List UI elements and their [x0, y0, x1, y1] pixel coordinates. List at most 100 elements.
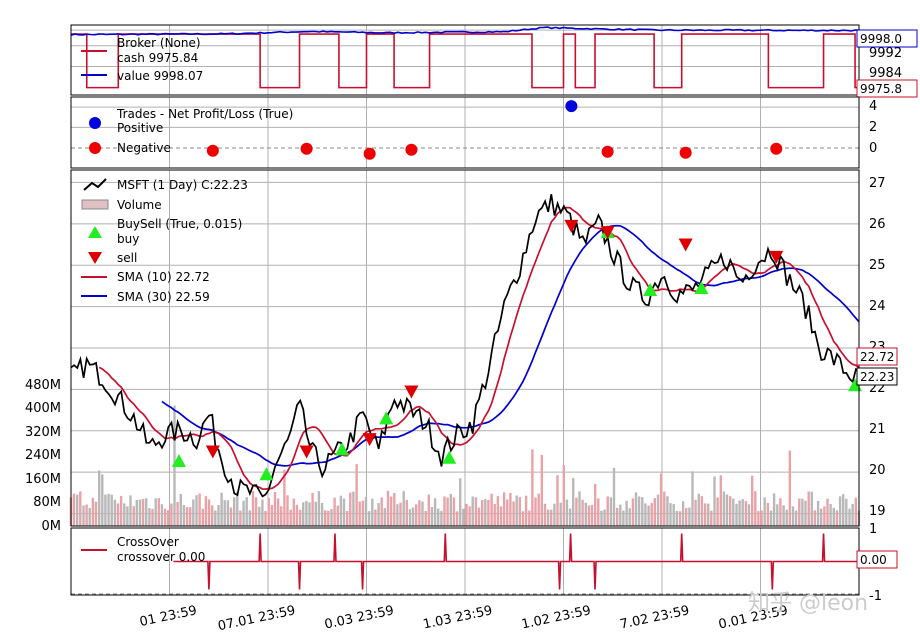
x-tick-label: 07.01 23:59	[217, 603, 297, 634]
broker-value-tag-text: 9998.0	[860, 32, 902, 46]
volume-bar	[528, 510, 531, 526]
legend-buysell: BuySell (True, 0.015)	[117, 217, 242, 231]
legend-volume: Volume	[117, 198, 162, 212]
legend-sma30: SMA (30) 22.59	[117, 290, 210, 304]
volume-bar	[757, 511, 760, 526]
volume-bar	[700, 496, 704, 526]
volume-bar	[769, 510, 773, 526]
price-tick-24: 24	[869, 299, 886, 314]
legend-buy: buy	[117, 232, 139, 246]
volume-bar	[637, 496, 641, 526]
volume-bar	[465, 503, 468, 526]
volume-bar	[606, 496, 609, 526]
volume-bar	[471, 496, 474, 526]
volume-bar	[418, 500, 421, 526]
volume-bar	[261, 499, 264, 526]
volume-bar	[810, 491, 813, 526]
sma10-tag-text: 22.72	[860, 350, 894, 364]
volume-bar	[697, 493, 700, 526]
volume-bar	[408, 509, 412, 526]
legend-msft: MSFT (1 Day) C:22.23	[117, 178, 248, 192]
trade-positive-point	[565, 100, 578, 113]
x-tick-label: 0.03 23:59	[323, 603, 395, 632]
volume-bar	[223, 500, 226, 526]
buy-marker	[171, 454, 186, 468]
volume-bar	[546, 509, 550, 526]
volume-bar	[820, 508, 823, 526]
volume-bar	[214, 510, 217, 526]
broker-cash-tag-text: 9975.8	[860, 82, 902, 96]
volume-bar	[616, 507, 619, 526]
legend-sma10: SMA (10) 22.72	[117, 270, 210, 284]
volume-bar	[816, 501, 820, 526]
volume-bar	[85, 504, 88, 526]
volume-bar	[163, 508, 167, 526]
volume-bar	[590, 505, 594, 526]
legend-crossover: CrossOver	[117, 535, 179, 549]
volume-bar	[104, 494, 107, 526]
volume-bar	[129, 495, 132, 526]
volume-bar	[79, 491, 82, 526]
volume-bar	[88, 508, 91, 526]
volume-bar	[823, 506, 826, 526]
broker-tick-1: 9992	[869, 46, 902, 61]
volume-bar	[741, 499, 744, 526]
volume-bar	[72, 493, 76, 526]
volume-bar	[625, 500, 628, 526]
broker-value-line	[70, 26, 860, 36]
volume-bar	[515, 495, 518, 526]
volume-bar	[233, 497, 236, 526]
legend-cash: cash 9975.84	[117, 51, 198, 65]
volume-bar	[656, 494, 660, 526]
sell-marker	[564, 219, 579, 233]
volume-bar	[339, 495, 343, 526]
sell-marker	[205, 445, 220, 459]
volume-bar	[622, 510, 625, 526]
close-line	[70, 194, 860, 498]
volume-bar	[239, 510, 242, 526]
broker-panel: Broker (None) cash 9975.84 value 9998.07…	[70, 24, 918, 98]
sell-marker	[299, 445, 314, 459]
trades-panel: Trades - Net Profit/Loss (True) Positive…	[70, 96, 877, 169]
volume-bar	[254, 497, 258, 526]
volume-bar	[94, 501, 98, 526]
sell-marker	[678, 238, 693, 252]
volume-bar	[474, 497, 478, 526]
volume-bar	[744, 501, 748, 526]
volume-bar	[101, 474, 104, 526]
volume-bar	[487, 500, 490, 526]
volume-bar	[490, 493, 493, 526]
close-tag	[856, 367, 898, 386]
volume-bar	[631, 498, 635, 526]
volume-bar	[612, 467, 616, 526]
broker-cash-line	[71, 33, 859, 89]
volume-bar	[575, 497, 578, 526]
volume-bar	[258, 506, 261, 526]
volume-bar	[386, 490, 390, 526]
volume-bar	[119, 495, 123, 526]
volume-bar	[754, 491, 757, 526]
volume-bar	[496, 496, 500, 526]
volume-bar	[521, 511, 525, 526]
volume-bar	[330, 509, 333, 526]
legend-trades: Trades - Net Profit/Loss (True)	[116, 107, 293, 121]
volume-bar	[703, 503, 707, 526]
volume-bar	[430, 507, 434, 526]
volume-bar	[751, 475, 754, 526]
volume-bar	[531, 449, 534, 526]
volume-bar	[842, 494, 845, 526]
volume-bar	[832, 507, 835, 526]
close-tag-text: 22.23	[860, 370, 894, 384]
volume-tick-240: 240M	[25, 448, 61, 463]
volume-bar	[327, 510, 330, 526]
volume-bar	[393, 493, 396, 526]
volume-bar	[729, 496, 732, 526]
volume-bar	[813, 510, 817, 526]
volume-bar	[468, 506, 471, 526]
sell-marker	[362, 433, 377, 447]
volume-bar	[170, 503, 173, 526]
price-tick-19: 19	[869, 504, 886, 519]
volume-bar	[189, 507, 192, 526]
volume-bar	[198, 493, 201, 526]
volume-bar	[437, 508, 440, 526]
